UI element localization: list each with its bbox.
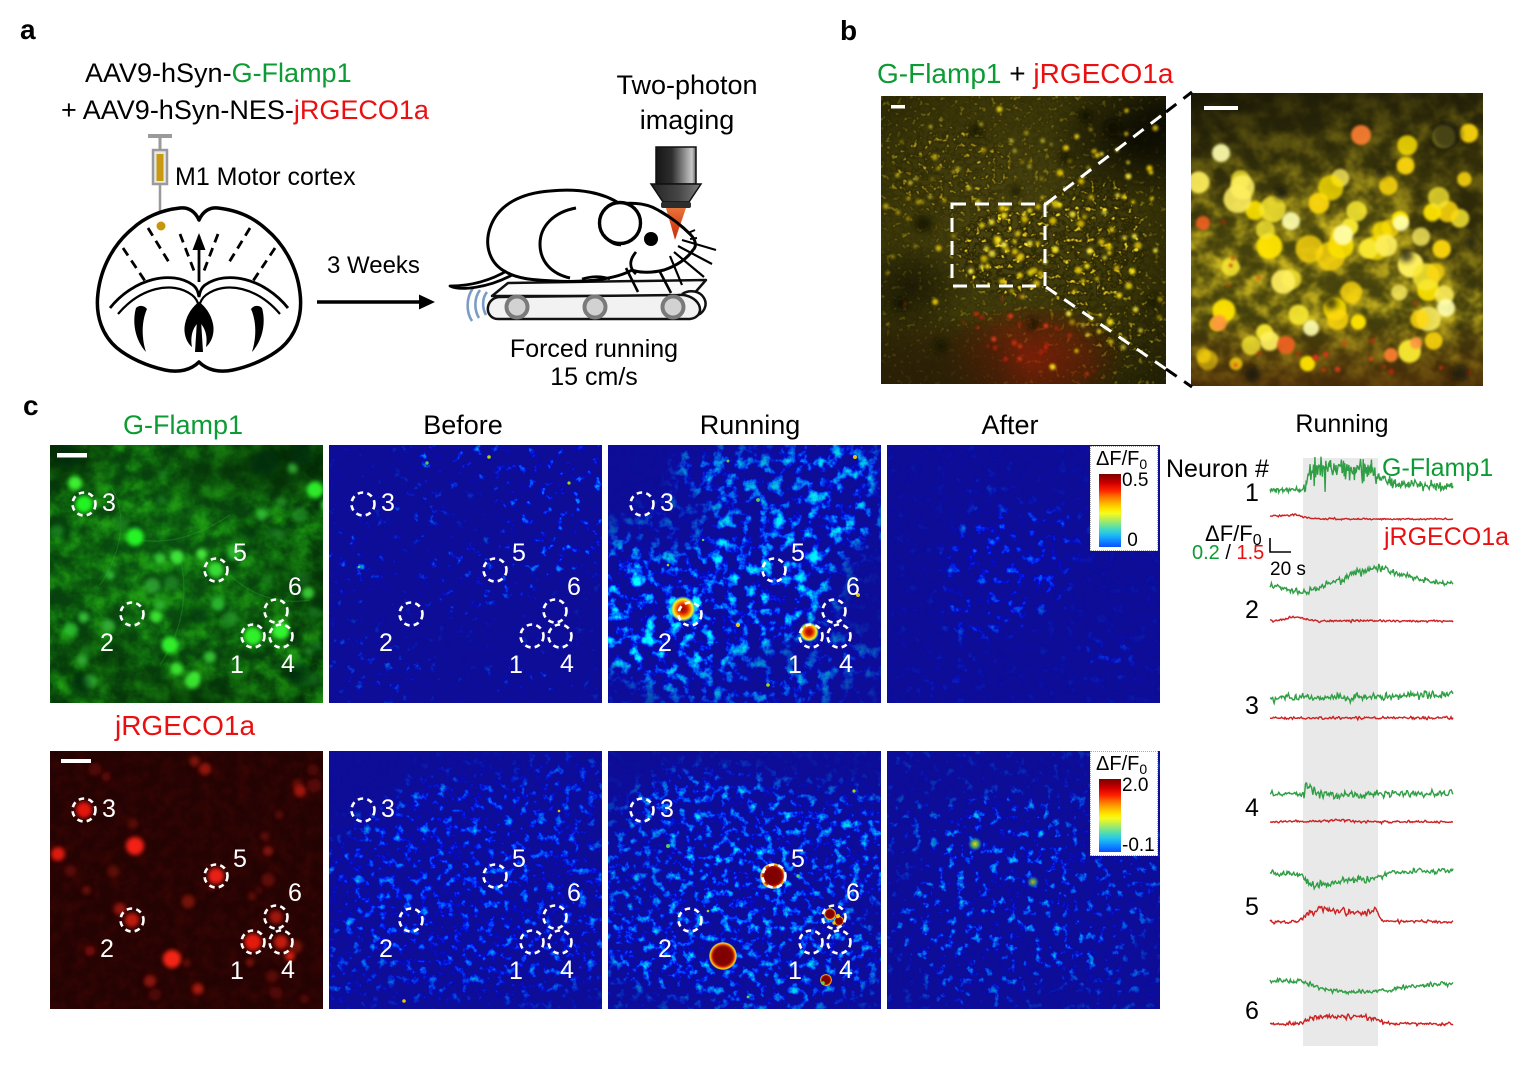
svg-text:1: 1 <box>230 957 244 985</box>
svg-text:2: 2 <box>100 935 114 963</box>
svg-text:4: 4 <box>839 956 853 984</box>
svg-text:3: 3 <box>102 795 116 823</box>
svg-text:6: 6 <box>846 879 860 907</box>
svg-text:1: 1 <box>788 957 802 985</box>
svg-text:1: 1 <box>230 651 244 679</box>
svg-text:2: 2 <box>658 935 672 963</box>
svg-text:6: 6 <box>567 573 581 601</box>
svg-text:3: 3 <box>381 489 395 517</box>
svg-text:5: 5 <box>791 539 805 567</box>
svg-text:1: 1 <box>509 957 523 985</box>
svg-text:2: 2 <box>658 629 672 657</box>
svg-text:6: 6 <box>288 573 302 601</box>
svg-text:5: 5 <box>512 539 526 567</box>
svg-text:3: 3 <box>102 489 116 517</box>
svg-text:2: 2 <box>379 935 393 963</box>
svg-text:4: 4 <box>560 956 574 984</box>
svg-text:3: 3 <box>660 795 674 823</box>
svg-text:3: 3 <box>660 489 674 517</box>
svg-text:2: 2 <box>100 629 114 657</box>
svg-text:4: 4 <box>839 650 853 678</box>
svg-text:5: 5 <box>512 845 526 873</box>
svg-text:2: 2 <box>379 629 393 657</box>
svg-text:6: 6 <box>288 879 302 907</box>
svg-text:5: 5 <box>791 845 805 873</box>
svg-text:1: 1 <box>509 651 523 679</box>
svg-text:1: 1 <box>788 651 802 679</box>
svg-text:6: 6 <box>846 573 860 601</box>
svg-text:4: 4 <box>560 650 574 678</box>
svg-text:4: 4 <box>281 650 295 678</box>
svg-text:5: 5 <box>233 845 247 873</box>
svg-text:5: 5 <box>233 539 247 567</box>
svg-text:6: 6 <box>567 879 581 907</box>
svg-text:3: 3 <box>381 795 395 823</box>
svg-text:4: 4 <box>281 956 295 984</box>
